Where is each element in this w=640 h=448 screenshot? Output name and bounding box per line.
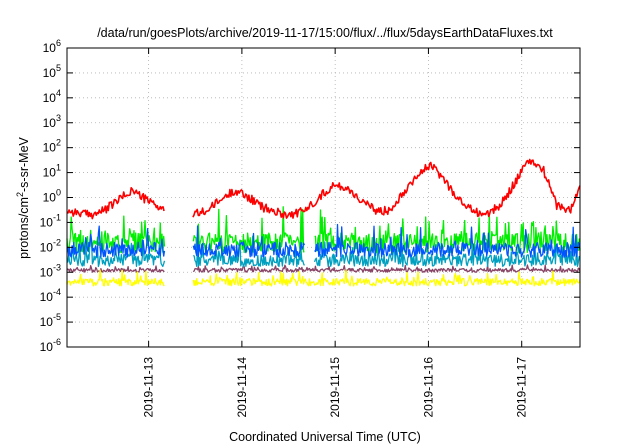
series-line-3 — [66, 223, 581, 258]
y-axis-label: protons/cm2-s-sr-MeV — [15, 136, 31, 258]
y-tick-label: 10-5 — [40, 312, 61, 329]
x-tick-labels: 2019-11-13 2019-11-14 2019-11-15 2019-11-16… — [142, 357, 529, 418]
y-tick-label: 101 — [43, 163, 61, 180]
series-layer — [66, 158, 581, 287]
y-tick-label: 10-2 — [40, 237, 61, 254]
series-line-5 — [66, 269, 581, 287]
x-tick-label: 2019-11-15 — [328, 357, 342, 418]
chart-title: /data/run/goesPlots/archive/2019-11-17/1… — [97, 26, 553, 40]
y-tick-label: 106 — [43, 38, 61, 55]
y-tick-label: 105 — [43, 63, 61, 80]
y-tick-label: 104 — [43, 88, 61, 105]
y-tick-label: 10-1 — [40, 212, 61, 229]
y-tick-labels: 10-6 10-5 10-4 10-3 10-2 10-1 100 101 102 103 104 1… — [40, 38, 61, 354]
y-tick-label: 10-3 — [40, 262, 61, 279]
x-tick-label: 2019-11-16 — [421, 357, 435, 418]
x-tick-label: 2019-11-17 — [515, 357, 529, 418]
axis-ticks — [67, 47, 580, 348]
y-tick-label: 10-4 — [40, 287, 61, 304]
y-tick-label: 102 — [43, 138, 61, 155]
x-tick-label: 2019-11-13 — [142, 357, 156, 418]
series-line-1 — [66, 158, 581, 220]
y-tick-label: 103 — [43, 113, 61, 130]
x-axis-label: Coordinated Universal Time (UTC) — [229, 430, 421, 444]
y-tick-label: 10-6 — [40, 337, 61, 354]
y-tick-label: 100 — [43, 188, 61, 205]
series-line-6 — [66, 263, 581, 273]
x-tick-label: 2019-11-14 — [235, 357, 249, 418]
